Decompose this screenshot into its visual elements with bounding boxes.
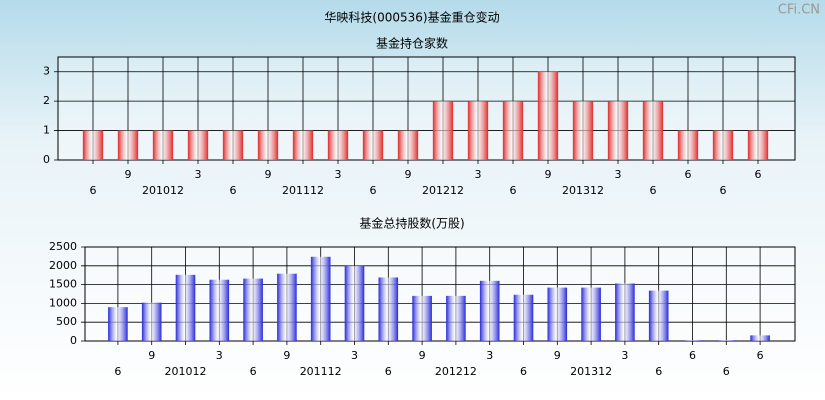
x-tick-label: 6 xyxy=(510,184,517,197)
x-tick-label: 201112 xyxy=(300,365,342,378)
y-tick-label: 0 xyxy=(43,153,50,166)
bar xyxy=(615,283,635,341)
bar xyxy=(257,130,279,160)
bar xyxy=(344,265,365,341)
bar xyxy=(292,130,314,160)
x-tick-label: 3 xyxy=(486,349,493,362)
x-tick-label: 6 xyxy=(755,168,762,181)
bar xyxy=(243,278,263,341)
x-tick-label: 6 xyxy=(685,168,692,181)
bar xyxy=(607,101,629,160)
bar xyxy=(108,307,128,341)
y-tick-label: 1500 xyxy=(49,278,77,291)
bar xyxy=(222,130,244,160)
x-tick-label: 6 xyxy=(720,184,727,197)
y-tick-label: 500 xyxy=(56,315,77,328)
x-tick-label: 9 xyxy=(148,349,155,362)
x-tick-label: 3 xyxy=(615,168,622,181)
bar xyxy=(712,130,734,160)
x-tick-label: 9 xyxy=(405,168,412,181)
chart-title: 基金总持股数(万股) xyxy=(359,216,464,231)
x-tick-label: 3 xyxy=(195,168,202,181)
y-tick-label: 2500 xyxy=(49,240,77,253)
plot-area xyxy=(57,56,796,161)
x-tick-label: 9 xyxy=(419,349,426,362)
bar xyxy=(209,279,230,341)
x-tick-label: 3 xyxy=(621,349,628,362)
y-tick-label: 0 xyxy=(70,334,77,347)
chart-title: 基金持仓家数 xyxy=(376,36,448,51)
x-tick-label: 6 xyxy=(385,365,392,378)
bar xyxy=(82,130,104,160)
x-tick-label: 9 xyxy=(545,168,552,181)
x-tick-label: 201212 xyxy=(435,365,477,378)
x-tick-label: 3 xyxy=(216,349,223,362)
x-tick-label: 6 xyxy=(650,184,657,197)
x-tick-label: 3 xyxy=(351,349,358,362)
bar xyxy=(187,130,209,160)
bar xyxy=(397,130,419,160)
x-tick-label: 201212 xyxy=(422,184,464,197)
bar xyxy=(141,302,162,341)
bar xyxy=(310,256,331,341)
bar xyxy=(446,295,466,341)
bar xyxy=(432,101,454,160)
y-tick-label: 2 xyxy=(43,94,50,107)
x-tick-label: 201312 xyxy=(562,184,604,197)
x-tick-label: 201012 xyxy=(142,184,184,197)
bar xyxy=(327,130,349,160)
y-tick-label: 3 xyxy=(43,65,50,78)
x-tick-label: 201012 xyxy=(165,365,207,378)
bar xyxy=(513,294,534,341)
x-tick-label: 3 xyxy=(475,168,482,181)
y-tick-label: 2000 xyxy=(49,259,77,272)
x-tick-label: 6 xyxy=(114,365,121,378)
x-tick-label: 6 xyxy=(655,365,662,378)
x-tick-label: 9 xyxy=(554,349,561,362)
x-tick-label: 6 xyxy=(250,365,257,378)
watermark: CFi.CN xyxy=(778,3,820,18)
bar xyxy=(152,130,174,160)
x-tick-label: 6 xyxy=(723,365,730,378)
bar xyxy=(581,287,601,341)
x-tick-label: 201312 xyxy=(570,365,612,378)
x-tick-label: 6 xyxy=(90,184,97,197)
y-tick-label: 1000 xyxy=(49,296,77,309)
x-tick-label: 3 xyxy=(335,168,342,181)
bar xyxy=(642,101,664,160)
x-tick-label: 9 xyxy=(283,349,290,362)
bar xyxy=(479,280,500,341)
bar xyxy=(547,287,568,341)
bar xyxy=(537,71,559,160)
x-tick-label: 201112 xyxy=(282,184,324,197)
bar xyxy=(117,130,139,160)
x-tick-label: 6 xyxy=(520,365,527,378)
x-tick-label: 6 xyxy=(689,349,696,362)
bar xyxy=(682,340,703,341)
bar xyxy=(412,295,432,341)
x-tick-label: 6 xyxy=(370,184,377,197)
bar xyxy=(716,340,737,341)
bar xyxy=(467,101,489,160)
x-tick-label: 9 xyxy=(125,168,132,181)
bar xyxy=(362,130,384,160)
bar xyxy=(502,101,524,160)
bar xyxy=(750,335,770,341)
y-tick-label: 1 xyxy=(43,124,50,137)
bar xyxy=(677,130,699,160)
bar xyxy=(277,273,297,341)
x-tick-label: 6 xyxy=(230,184,237,197)
bar xyxy=(572,101,594,160)
bar xyxy=(378,277,399,341)
plot-area xyxy=(84,246,796,342)
bar xyxy=(747,130,769,160)
x-tick-label: 9 xyxy=(265,168,272,181)
bar xyxy=(648,290,669,341)
page-title: 华映科技(000536)基金重仓变动 xyxy=(324,10,499,25)
bar xyxy=(175,274,196,341)
x-tick-label: 6 xyxy=(757,349,764,362)
